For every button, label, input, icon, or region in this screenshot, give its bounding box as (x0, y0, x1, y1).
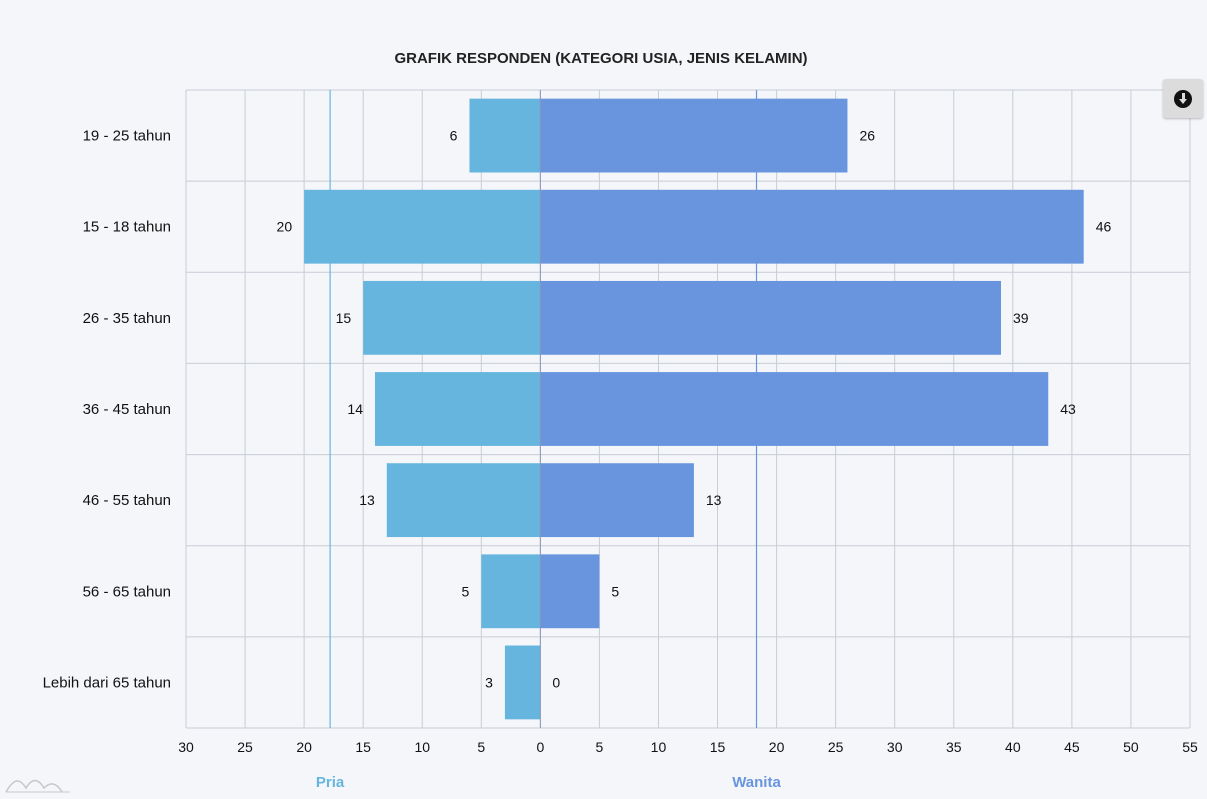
x-tick-label: 15 (710, 739, 726, 755)
data-label-pria: 13 (359, 492, 375, 508)
bar-wanita (540, 98, 848, 173)
category-label: 19 - 25 tahun (83, 128, 171, 145)
x-tick-label: 5 (596, 739, 604, 755)
bar-pria (374, 372, 541, 446)
bar-wanita (540, 189, 1084, 264)
data-label-wanita: 43 (1060, 401, 1076, 417)
x-tick-label: 20 (296, 739, 312, 755)
data-label-pria: 6 (450, 128, 458, 144)
x-tick-label: 25 (237, 739, 253, 755)
data-label-wanita: 46 (1096, 219, 1112, 235)
x-tick-label: 35 (946, 739, 962, 755)
data-label-wanita: 13 (706, 492, 722, 508)
x-tick-label: 5 (477, 739, 485, 755)
x-tick-label: 0 (536, 739, 544, 755)
x-tick-label: 10 (414, 739, 430, 755)
data-label-pria: 20 (277, 219, 293, 235)
x-tick-label: 55 (1182, 739, 1198, 755)
x-tick-label: 30 (887, 739, 903, 755)
x-tick-label: 40 (1005, 739, 1021, 755)
x-tick-label: 20 (769, 739, 785, 755)
bar-pria (469, 98, 541, 173)
x-tick-label: 15 (355, 739, 371, 755)
data-label-wanita: 26 (859, 128, 875, 144)
data-label-pria: 3 (485, 674, 493, 690)
category-label: Lebih dari 65 tahun (43, 674, 171, 691)
data-label-wanita: 5 (611, 583, 619, 599)
x-tick-label: 10 (651, 739, 667, 755)
chart-title: GRAFIK RESPONDEN (KATEGORI USIA, JENIS K… (394, 50, 807, 67)
x-tick-label: 45 (1064, 739, 1080, 755)
bar-wanita (540, 280, 1002, 355)
category-label: 56 - 65 tahun (83, 583, 171, 600)
bar-pria (504, 645, 541, 720)
category-label: 36 - 45 tahun (83, 401, 171, 418)
bar-pria (481, 554, 541, 629)
average-lines (329, 90, 758, 728)
bar-wanita (540, 554, 600, 629)
x-tick-label: 50 (1123, 739, 1139, 755)
x-tick-label: 30 (178, 739, 194, 755)
data-label-pria: 5 (461, 583, 469, 599)
bar-pria (363, 280, 541, 355)
data-label-pria: 14 (347, 401, 363, 417)
download-icon (1174, 89, 1192, 108)
series-label-wanita: Wanita (732, 774, 781, 791)
bars (304, 98, 1084, 720)
chart-logo-icon (5, 779, 70, 793)
bar-pria (304, 189, 541, 264)
bar-wanita (540, 463, 694, 538)
category-label: 15 - 18 tahun (83, 219, 171, 236)
data-label-wanita: 39 (1013, 310, 1029, 326)
data-label-wanita: 0 (552, 674, 560, 690)
category-label: 46 - 55 tahun (83, 492, 171, 509)
series-label-pria: Pria (316, 774, 345, 791)
bar-wanita (540, 372, 1049, 446)
data-label-pria: 15 (336, 310, 352, 326)
category-label: 26 - 35 tahun (83, 310, 171, 327)
bar-pria (386, 463, 541, 538)
download-button[interactable] (1163, 79, 1203, 118)
x-tick-label: 25 (828, 739, 844, 755)
